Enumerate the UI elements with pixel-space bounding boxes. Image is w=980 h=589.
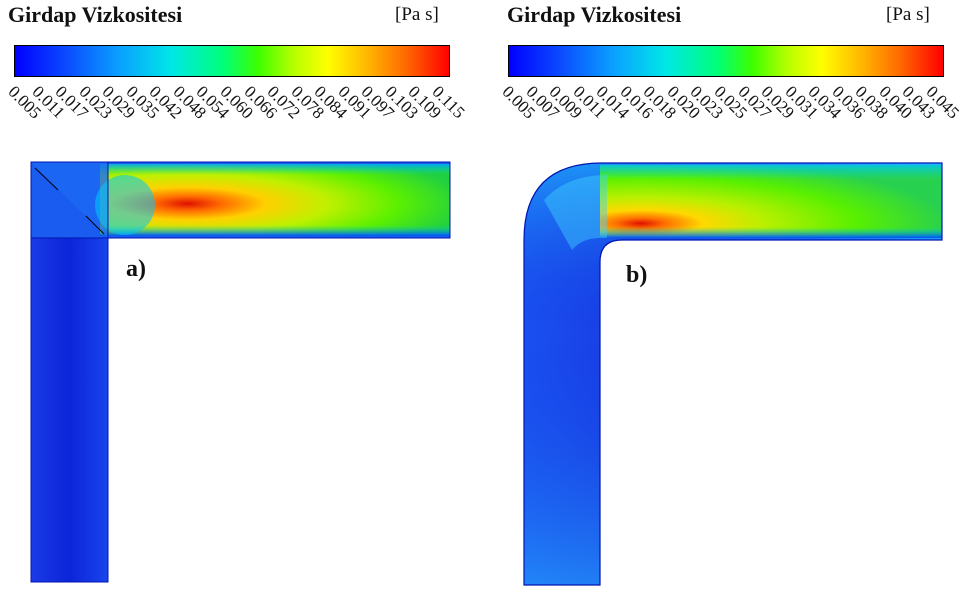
panel-a: Girdap Vizkositesi [Pa s] 0.005 0.011 0.01… xyxy=(5,2,469,583)
panel-label-a: a) xyxy=(126,256,146,282)
contour-plot-b xyxy=(523,162,943,586)
panel-b: Girdap Vizkositesi [Pa s] 0.005 0.007 0.00… xyxy=(492,0,980,589)
legend-units-b: [Pa s] xyxy=(886,4,930,25)
legend-title-a: Girdap Vizkositesi xyxy=(8,2,183,27)
colorbar-b xyxy=(508,45,944,77)
legend-title-b: Girdap Vizkositesi xyxy=(507,2,682,27)
panel-label-b: b) xyxy=(626,262,648,288)
contour-plot-a xyxy=(30,161,451,583)
colorbar-a xyxy=(14,45,450,77)
legend-units-a: [Pa s] xyxy=(395,4,439,25)
